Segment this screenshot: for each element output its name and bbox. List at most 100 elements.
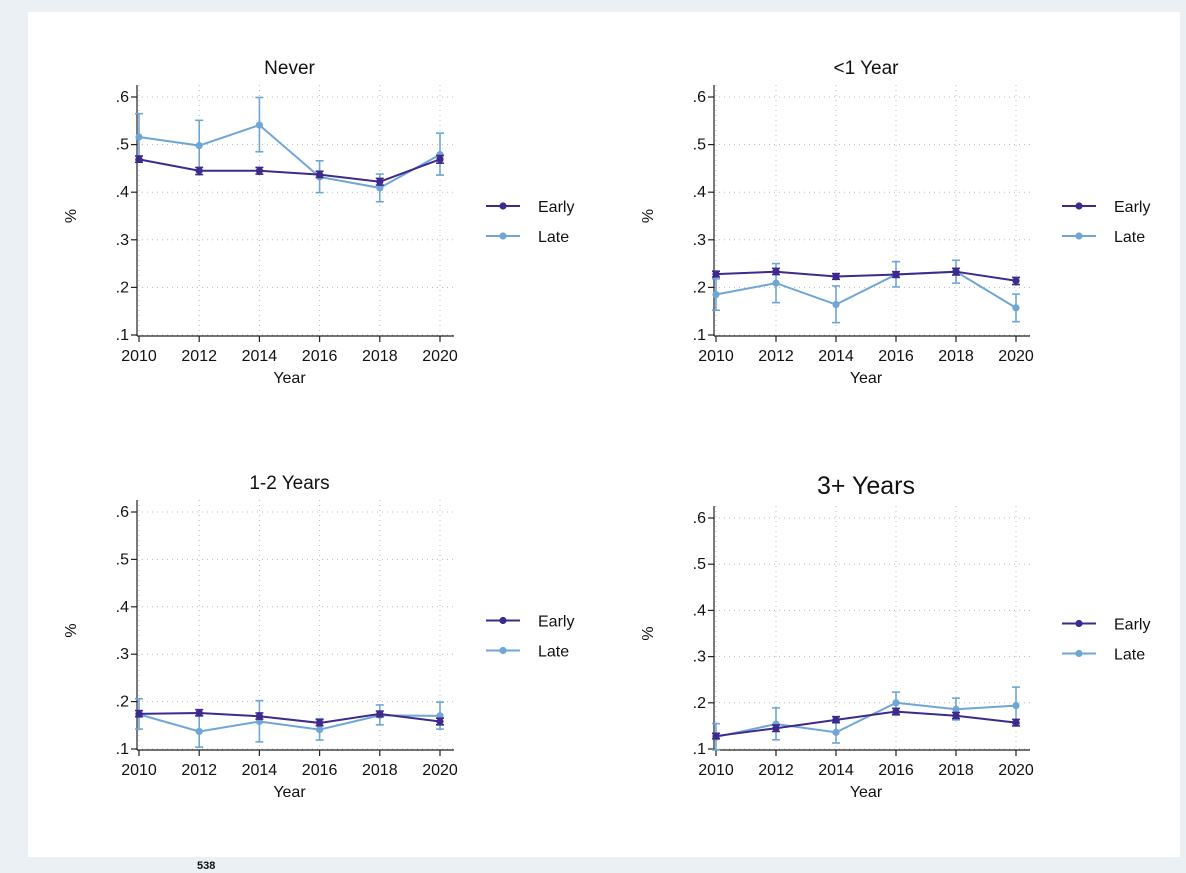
data-point	[376, 710, 384, 718]
data-point	[436, 155, 444, 163]
data-point	[952, 705, 960, 713]
legend-label: Late	[1114, 229, 1145, 246]
legend-marker	[499, 202, 507, 210]
y-tick-label: .3	[693, 232, 706, 249]
data-point	[772, 279, 780, 287]
data-point	[952, 268, 960, 276]
series-late	[135, 96, 444, 203]
figure-panel: Never .1 .2 .3 .4 .5 .6 2010 2012 2014 2016 2018 202…	[28, 12, 1180, 857]
y-tick-label: .5	[116, 551, 129, 568]
x-tick-label: 2012	[758, 762, 794, 779]
x-tick-label: 2014	[242, 348, 278, 365]
y-axis-title: %	[640, 626, 657, 640]
y-tick-label: .3	[116, 646, 129, 663]
data-point	[1012, 304, 1020, 312]
y-tick-label: .3	[116, 232, 129, 249]
series-early	[135, 154, 444, 186]
data-point	[316, 725, 324, 734]
x-axis-title: Year	[850, 370, 883, 387]
y-tick-label: .5	[693, 137, 706, 154]
data-point	[316, 719, 324, 727]
data-point	[195, 167, 203, 175]
x-tick-label: 2010	[121, 348, 157, 365]
data-point	[195, 709, 203, 717]
data-point	[376, 184, 384, 192]
series-early	[135, 708, 444, 727]
data-point	[255, 167, 263, 175]
x-tick-label: 2018	[362, 348, 398, 365]
y-tick-label: .1	[116, 741, 129, 758]
legend-label: Early	[1114, 199, 1150, 216]
x-tick-label: 2014	[242, 762, 278, 779]
x-tick-label: 2016	[302, 348, 338, 365]
data-point	[135, 155, 143, 163]
x-tick-label: 2018	[362, 762, 398, 779]
data-point	[376, 178, 384, 186]
y-tick-label: .1	[693, 327, 706, 344]
y-tick-label: .4	[116, 184, 129, 201]
legend-label: Late	[1114, 647, 1145, 664]
chart-title: <1 Year	[834, 58, 900, 79]
data-point	[772, 268, 780, 276]
legend-label: Late	[538, 229, 569, 246]
x-tick-label: 2018	[938, 762, 974, 779]
legend-label: Early	[1114, 617, 1150, 634]
y-tick-label: .2	[693, 279, 706, 296]
data-point	[195, 727, 203, 736]
data-point	[316, 170, 324, 179]
legend-marker	[499, 232, 507, 240]
y-tick-label: .1	[693, 741, 706, 758]
x-axis-title: Year	[850, 784, 883, 801]
data-point	[135, 133, 143, 141]
y-tick-label: .4	[693, 602, 706, 619]
y-tick-label: .6	[116, 89, 129, 106]
legend-marker	[499, 616, 507, 625]
series-early	[712, 267, 1020, 286]
page-footnote: 538	[197, 860, 216, 872]
data-point	[255, 121, 263, 129]
y-axis-title: %	[63, 209, 80, 223]
data-point	[832, 716, 840, 724]
data-point	[892, 270, 900, 279]
x-tick-label: 2010	[698, 762, 734, 779]
data-point	[436, 717, 444, 726]
series-late	[712, 259, 1020, 324]
data-point	[832, 272, 840, 281]
chart-4: 3+ Years .1 .2 .3 .4 .5 .6 2010 2012 2014 2016 2018…	[640, 472, 1150, 801]
y-tick-label: .6	[693, 510, 706, 527]
x-tick-label: 2016	[302, 762, 338, 779]
y-tick-label: .2	[116, 279, 129, 296]
x-tick-label: 2016	[878, 762, 914, 779]
x-tick-label: 2010	[121, 762, 157, 779]
x-axis-title: Year	[273, 370, 306, 387]
series-line	[715, 701, 1017, 738]
series-line	[715, 270, 1017, 282]
data-point	[832, 728, 840, 736]
legend-marker	[1075, 619, 1083, 628]
y-tick-label: .4	[116, 599, 129, 616]
x-tick-label: 2012	[181, 348, 217, 365]
legend-label: Early	[538, 199, 574, 216]
data-point	[892, 699, 900, 707]
chart-title: Never	[264, 58, 315, 79]
x-tick-label: 2016	[878, 348, 914, 365]
legend-marker	[1075, 649, 1083, 658]
figure-svg: Never .1 .2 .3 .4 .5 .6 2010 2012 2014 2016 2018 202…	[63, 58, 1150, 801]
chart-2: <1 Year .1 .2 .3 .4 .5 .6 2010 2012 2014 2016 2018 2…	[640, 58, 1150, 387]
data-point	[1012, 719, 1020, 727]
y-tick-label: .5	[693, 556, 706, 573]
legend-marker	[1075, 202, 1083, 210]
data-point	[832, 300, 840, 309]
data-point	[195, 141, 203, 150]
y-tick-label: .1	[116, 327, 129, 344]
chart-1: Never .1 .2 .3 .4 .5 .6 2010 2012 2014 2016 2018 202…	[63, 58, 574, 387]
legend-marker	[1075, 232, 1083, 240]
chart-3: 1-2 Years .1 .2 .3 .4 .5 .6 2010 2012 2014 2016 201…	[63, 473, 574, 801]
y-axis-title: %	[640, 209, 657, 223]
y-tick-label: .5	[116, 137, 129, 154]
series-early	[712, 707, 1020, 740]
series-line	[715, 710, 1017, 738]
x-tick-label: 2020	[998, 348, 1034, 365]
data-point	[135, 710, 143, 718]
legend-marker	[499, 646, 507, 655]
